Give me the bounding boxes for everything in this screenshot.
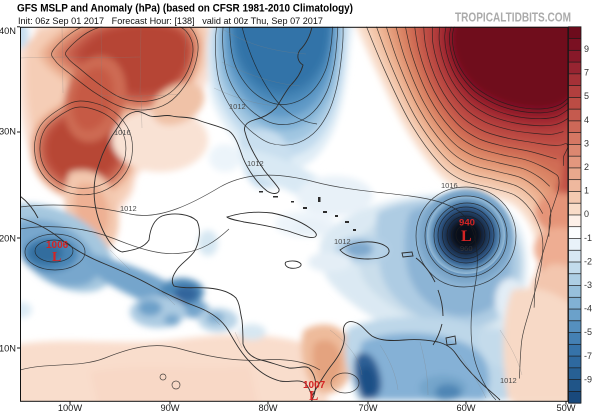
svg-text:50W: 50W	[556, 403, 575, 413]
svg-text:7: 7	[584, 68, 589, 78]
svg-text:90W: 90W	[160, 403, 179, 413]
svg-text:L: L	[52, 250, 61, 265]
svg-text:960: 960	[460, 244, 473, 253]
svg-text:940: 940	[459, 218, 475, 229]
svg-text:80W: 80W	[258, 403, 277, 413]
svg-text:20N: 20N	[0, 233, 16, 243]
svg-text:1007: 1007	[303, 380, 326, 391]
svg-text:-3: -3	[584, 280, 592, 290]
svg-text:0: 0	[584, 209, 589, 219]
svg-text:-1: -1	[584, 233, 592, 243]
svg-text:1012: 1012	[500, 376, 517, 385]
svg-text:TROPICALTIDBITS.COM: TROPICALTIDBITS.COM	[455, 11, 571, 25]
svg-text:1006: 1006	[46, 240, 69, 251]
svg-text:-7: -7	[584, 351, 592, 361]
svg-text:1016: 1016	[114, 128, 131, 137]
svg-text:1016: 1016	[441, 181, 458, 190]
svg-text:GFS MSLP and Anomaly (hPa) (ba: GFS MSLP and Anomaly (hPa) (based on CFS…	[17, 3, 353, 15]
svg-text:L: L	[461, 228, 472, 245]
svg-text:40N: 40N	[0, 26, 16, 36]
svg-text:70W: 70W	[358, 403, 377, 413]
svg-text:-5: -5	[584, 327, 592, 337]
svg-text:-9: -9	[584, 374, 592, 384]
svg-text:9: 9	[584, 44, 589, 54]
svg-text:-2: -2	[584, 256, 592, 266]
svg-text:100W: 100W	[58, 403, 83, 413]
svg-text:2: 2	[584, 162, 589, 172]
svg-text:Init: 06z Sep 01 2017 Foreca: Init: 06z Sep 01 2017 Forecast Hour: [13…	[18, 16, 323, 26]
svg-text:1012: 1012	[334, 237, 351, 246]
svg-text:60W: 60W	[456, 403, 475, 413]
svg-text:1012: 1012	[247, 159, 264, 168]
svg-text:3: 3	[584, 138, 589, 148]
svg-text:1012: 1012	[229, 102, 246, 111]
svg-text:1012: 1012	[120, 204, 137, 213]
svg-text:5: 5	[584, 91, 589, 101]
svg-text:1: 1	[584, 186, 589, 196]
svg-text:10N: 10N	[0, 343, 16, 353]
svg-text:-4: -4	[584, 304, 592, 314]
svg-text:L: L	[309, 389, 318, 404]
svg-text:30N: 30N	[0, 127, 16, 137]
svg-text:4: 4	[584, 115, 589, 125]
